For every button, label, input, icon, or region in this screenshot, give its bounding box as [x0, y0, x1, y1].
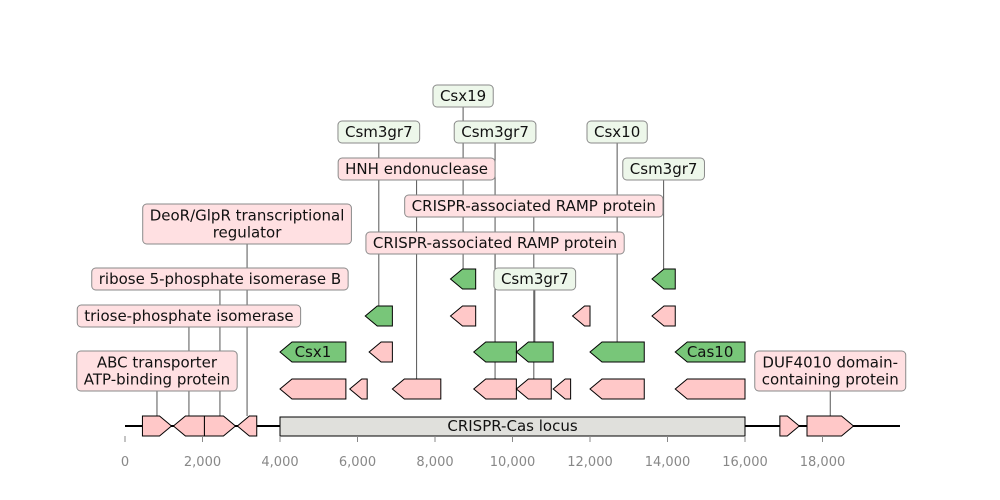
feature-label: Csm3gr7 — [461, 123, 529, 141]
x-axis: 0 2,000 4,000 6,000 8,000 10,000 12,000 14,000 1… — [121, 436, 845, 470]
feature-label-box — [432, 84, 494, 108]
feature-label-box — [493, 267, 577, 291]
feature-label-box — [754, 350, 907, 392]
feature-label: Csm3gr7 — [501, 270, 569, 288]
feature-arrow-f4 — [236, 415, 258, 437]
feature-arrow-f19 — [589, 378, 645, 400]
feature-label-box — [76, 350, 238, 392]
feature-arrow-f3 — [203, 415, 237, 437]
feature-arrow-f23 — [674, 378, 746, 400]
feature-arrow-f16 — [515, 341, 554, 363]
feature-arrow-f25 — [779, 415, 801, 437]
feature-arrow-f10 — [391, 378, 442, 400]
x-tick-label: 2,000 — [184, 455, 221, 470]
feature-label: CRISPR-associated RAMP protein — [373, 234, 617, 252]
feature-arrow-f14 — [472, 341, 517, 363]
feature-label-box — [404, 194, 664, 218]
feature-label-box — [453, 120, 537, 144]
feature-arrow-f1 — [141, 415, 173, 437]
feature-arrow-f2 — [172, 415, 205, 437]
x-tick-label: 0 — [121, 455, 129, 470]
feature-arrow-f18 — [571, 305, 591, 327]
feature-arrow-f13 — [472, 378, 517, 400]
x-tick-label: 6,000 — [339, 455, 376, 470]
feature-arrow-f12 — [449, 268, 477, 290]
feature-label-box — [622, 157, 705, 181]
feature-label: ABC transporter ATP-binding protein — [84, 354, 230, 389]
feature-label: CRISPR-associated RAMP protein — [412, 197, 656, 215]
feature-arrow-f9 — [364, 305, 393, 327]
feature-arrow-f21 — [651, 305, 676, 327]
feature-label-box — [337, 120, 421, 144]
feature-label: Csx19 — [440, 87, 486, 105]
leader-lines — [156, 107, 831, 416]
feature-label-box — [142, 203, 352, 245]
feature-arrow-f22 — [651, 268, 676, 290]
feature-label-box — [365, 231, 625, 255]
feature-arrow-f20 — [589, 341, 645, 363]
labels-layer: ABC transporter ATP-binding protein triose… — [76, 84, 907, 392]
feature-arrow-f7 — [348, 378, 368, 400]
features-layer: CRISPR-Cas locus Csx1 Cas10 — [141, 268, 855, 437]
feature-label-box — [586, 120, 648, 144]
feature-label-box — [91, 267, 349, 291]
feature-label: Csm3gr7 — [345, 123, 413, 141]
feature-arrow-f6 — [279, 341, 347, 363]
feature-inline-label: Cas10 — [687, 343, 734, 361]
x-tick-label: 10,000 — [490, 455, 536, 470]
x-tick-label: 18,000 — [800, 455, 846, 470]
feature-label: HNH endonuclease — [345, 160, 488, 178]
feature-arrow-f8 — [368, 341, 393, 363]
feature-arrow-f15 — [515, 378, 552, 400]
feature-label: DeoR/GlpR transcriptional regulator — [150, 207, 345, 242]
feature-label-box — [337, 157, 496, 181]
feature-label: Csx10 — [594, 123, 640, 141]
feature-arrow-f5 — [279, 378, 347, 400]
x-tick-label: 14,000 — [645, 455, 691, 470]
region-label: CRISPR-Cas locus — [447, 417, 577, 435]
feature-label: Csm3gr7 — [630, 160, 698, 178]
x-tick-label: 4,000 — [261, 455, 298, 470]
feature-label-box — [76, 304, 302, 328]
x-tick-label: 12,000 — [567, 455, 613, 470]
x-tick-label: 16,000 — [722, 455, 768, 470]
feature-arrow-f24 — [674, 341, 746, 363]
feature-label: ribose 5-phosphate isomerase B — [99, 270, 341, 288]
feature-arrow-f11 — [449, 305, 477, 327]
feature-arrow-f17 — [552, 378, 572, 400]
feature-label: DUF4010 domain-containing protein — [762, 354, 899, 389]
feature-inline-label: Csx1 — [295, 343, 332, 361]
feature-arrow-f26 — [806, 415, 855, 437]
x-tick-label: 8,000 — [416, 455, 453, 470]
feature-label: triose-phosphate isomerase — [84, 307, 293, 325]
